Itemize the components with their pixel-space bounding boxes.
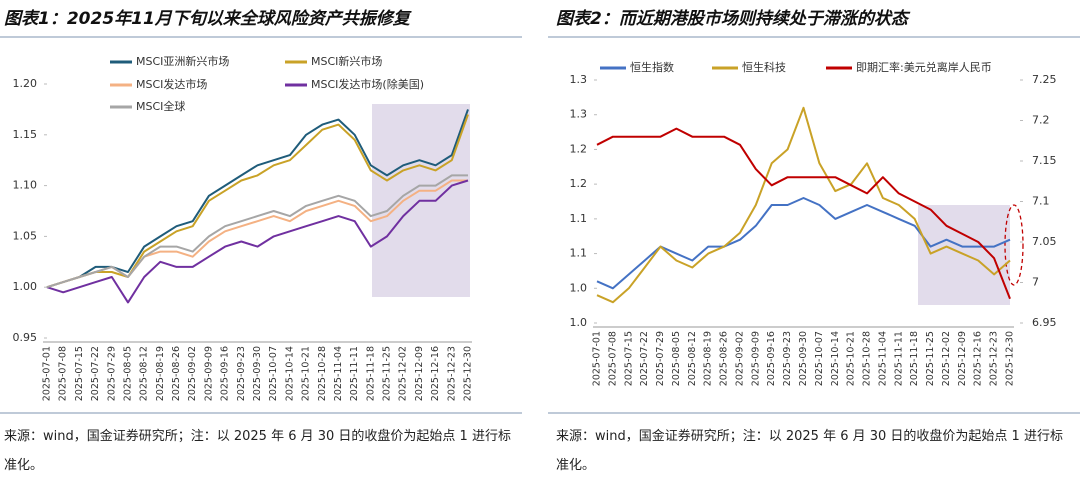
x-tick-label: 2025-10-14 [830, 331, 841, 386]
x-tick-label: 2025-10-14 [284, 346, 295, 401]
x-tick-label: 2025-07-08 [607, 331, 618, 386]
x-tick-label: 2025-08-05 [671, 331, 682, 386]
source-note: 来源：wind，国金证券研究所；注：以 2025 年 6 月 30 日的收盘价为… [4, 429, 511, 473]
x-tick-label: 2025-09-09 [750, 331, 761, 386]
y-tick-label: 1.0 [570, 281, 588, 294]
x-tick-label: 2025-07-22 [90, 346, 101, 401]
legend-label: MSCI全球 [136, 99, 185, 113]
y-tick-label: 1.2 [570, 142, 588, 155]
x-tick-label: 2025-07-29 [106, 346, 117, 401]
legend-label: MSCI新兴市场 [311, 54, 382, 68]
series-line [596, 127, 1011, 300]
y-tick-label: 1.00 [13, 280, 38, 293]
y-tick-label: 1.20 [13, 77, 38, 90]
x-tick-label: 2025-12-02 [941, 331, 952, 386]
source-note: 来源：wind，国金证券研究所；注：以 2025 年 6 月 30 日的收盘价为… [556, 429, 1063, 473]
y-tick-label: 1.0 [570, 316, 588, 329]
y-tick-label: 1.2 [570, 177, 588, 190]
x-tick-label: 2025-09-09 [203, 346, 214, 401]
y2-tick-label: 7.25 [1032, 73, 1057, 86]
y-tick-label: 1.15 [13, 128, 38, 141]
x-tick-label: 2025-09-02 [734, 331, 745, 386]
y2-tick-label: 7 [1032, 276, 1039, 289]
x-tick-label: 2025-09-02 [187, 346, 198, 401]
legend-label: 恒生指数 [630, 60, 674, 74]
x-tick-label: 2025-07-01 [592, 331, 603, 386]
x-tick-label: 2025-12-30 [1005, 331, 1016, 386]
x-tick-label: 2025-11-04 [333, 346, 344, 401]
x-tick-label: 2025-09-30 [252, 346, 263, 401]
x-tick-label: 2025-12-23 [446, 346, 457, 401]
x-tick-label: 2025-08-26 [719, 331, 730, 386]
x-tick-label: 2025-09-16 [766, 331, 777, 386]
x-tick-label: 2025-11-25 [382, 346, 393, 401]
series-line [46, 174, 468, 289]
x-tick-label: 2025-12-16 [973, 331, 984, 386]
x-tick-label: 2025-10-21 [301, 346, 312, 401]
y2-tick-label: 7.05 [1032, 235, 1057, 248]
y-tick-label: 1.3 [570, 73, 588, 86]
y-tick-label: 0.95 [13, 331, 38, 344]
x-tick-label: 2025-12-02 [398, 346, 409, 401]
x-tick-label: 2025-08-12 [139, 346, 150, 401]
x-tick-label: 2025-08-05 [122, 346, 133, 401]
x-tick-label: 2025-12-16 [430, 346, 441, 401]
x-tick-label: 2025-09-30 [798, 331, 809, 386]
x-tick-label: 2025-09-23 [236, 346, 247, 401]
series-line [596, 106, 1011, 304]
x-tick-label: 2025-09-23 [782, 331, 793, 386]
y-tick-label: 1.1 [570, 212, 588, 225]
y2-tick-label: 7.2 [1032, 114, 1050, 127]
x-tick-label: 2025-11-04 [877, 331, 888, 386]
x-tick-label: 2025-07-01 [42, 346, 53, 401]
y2-tick-label: 7.1 [1032, 195, 1050, 208]
chart-title: 图表1：2025年11月下旬以来全球风险资产共振修复 [4, 9, 412, 29]
x-tick-label: 2025-10-28 [317, 346, 328, 401]
x-tick-label: 2025-11-11 [349, 346, 360, 401]
x-tick-label: 2025-12-09 [957, 331, 968, 386]
x-tick-label: 2025-12-09 [414, 346, 425, 401]
highlight-ellipse [1004, 204, 1024, 286]
series-line [46, 179, 469, 304]
x-tick-label: 2025-11-11 [893, 331, 904, 386]
series-line [46, 114, 469, 289]
y-tick-label: 1.05 [13, 229, 38, 242]
series-line [46, 109, 469, 289]
legend-label: 即期汇率:美元兑离岸人民币 [856, 60, 992, 74]
chart-title: 图表2：而近期港股市场则持续处于滞涨的状态 [556, 9, 911, 29]
x-tick-label: 2025-08-19 [703, 331, 714, 386]
y-tick-label: 1.1 [570, 247, 588, 260]
x-tick-label: 2025-07-22 [639, 331, 650, 386]
legend-label: MSCI发达市场 [136, 77, 207, 91]
x-tick-label: 2025-09-16 [220, 346, 231, 401]
series-line [596, 197, 1011, 290]
x-tick-label: 2025-11-18 [365, 346, 376, 401]
y2-tick-label: 6.95 [1032, 316, 1057, 329]
x-tick-label: 2025-10-28 [862, 331, 873, 386]
x-tick-label: 2025-10-07 [268, 346, 279, 401]
y-tick-label: 1.10 [13, 179, 38, 192]
legend-label: MSCI亚洲新兴市场 [136, 54, 229, 68]
legend-label: 恒生科技 [742, 60, 786, 74]
x-tick-label: 2025-07-29 [655, 331, 666, 386]
x-tick-label: 2025-10-21 [846, 331, 857, 386]
x-tick-label: 2025-10-07 [814, 331, 825, 386]
legend-label: MSCI发达市场(除美国) [311, 77, 424, 91]
x-tick-label: 2025-08-12 [687, 331, 698, 386]
x-tick-label: 2025-07-08 [58, 346, 69, 401]
x-tick-label: 2025-12-23 [989, 331, 1000, 386]
x-tick-label: 2025-11-25 [925, 331, 936, 386]
x-tick-label: 2025-07-15 [74, 346, 85, 401]
y-tick-label: 1.3 [570, 108, 588, 121]
x-tick-label: 2025-08-19 [155, 346, 166, 401]
y2-tick-label: 7.15 [1032, 154, 1057, 167]
x-tick-label: 2025-12-30 [463, 346, 474, 401]
x-tick-label: 2025-11-18 [909, 331, 920, 386]
x-tick-label: 2025-08-26 [171, 346, 182, 401]
x-tick-label: 2025-07-15 [623, 331, 634, 386]
